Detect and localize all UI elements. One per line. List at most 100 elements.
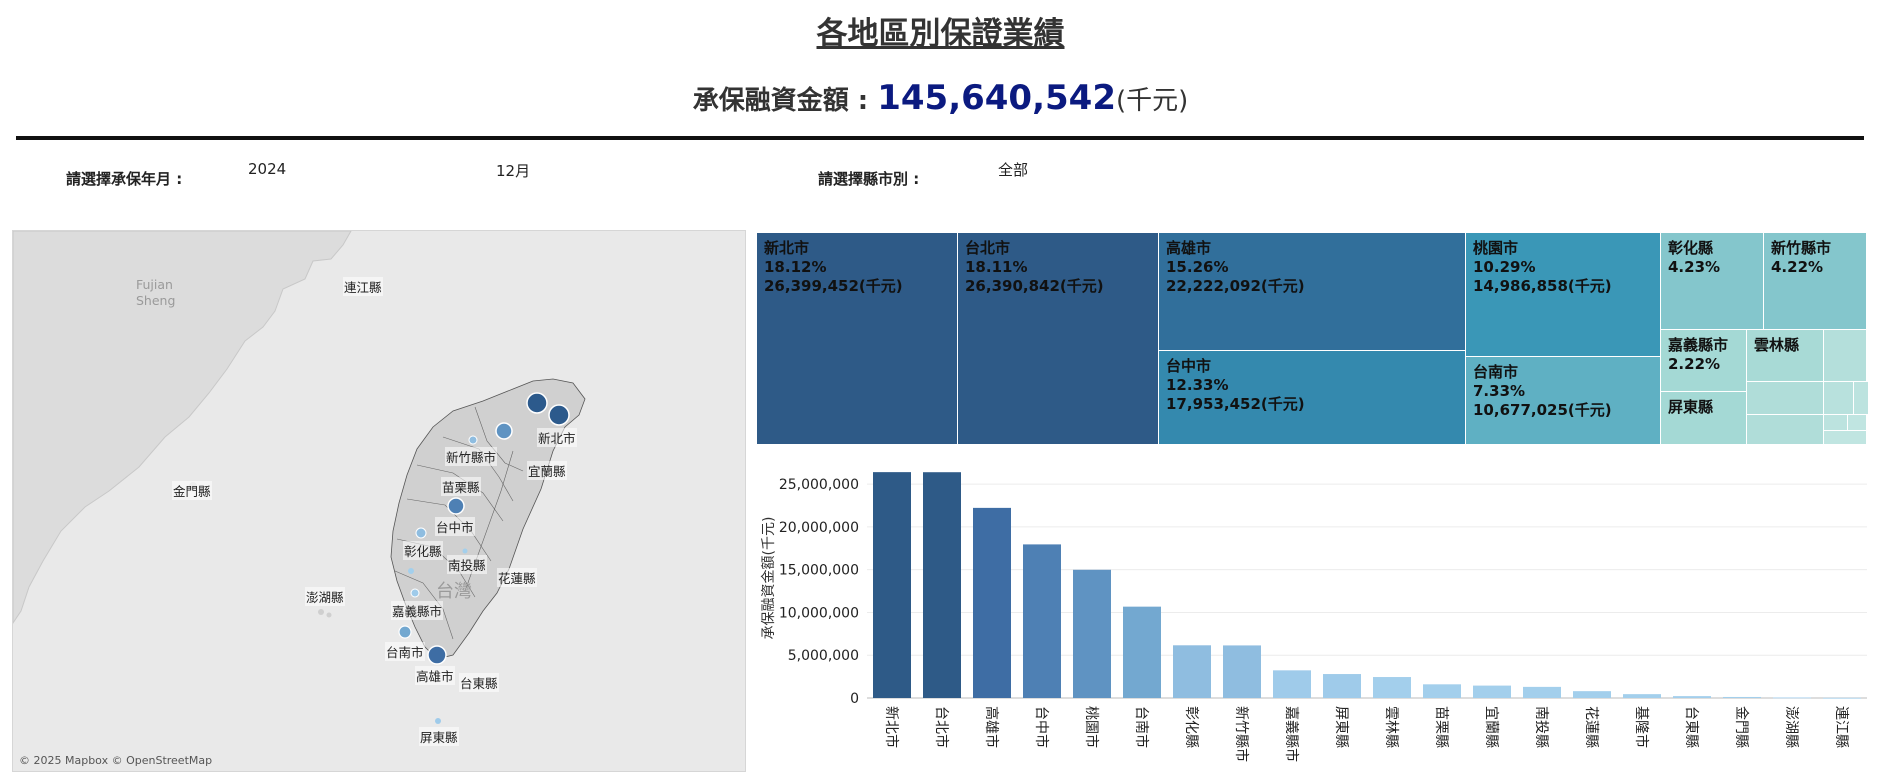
- bubble-taipei[interactable]: [526, 392, 548, 414]
- bubble-yunlin[interactable]: [408, 568, 414, 574]
- bar-16[interactable]: [1623, 694, 1661, 698]
- treemap-cell-tainan[interactable]: 台南市 7.33% 10,677,025(千元): [1466, 357, 1661, 445]
- bubble-kaohsiung[interactable]: [427, 645, 447, 665]
- map-label-kinmen: 金門縣: [172, 481, 212, 500]
- y-tick-label: 5,000,000: [788, 648, 859, 664]
- x-tick-label: 高雄市: [983, 706, 1000, 748]
- bar-20[interactable]: [1823, 697, 1861, 699]
- bar-12[interactable]: [1423, 684, 1461, 698]
- x-tick-label: 新北市: [883, 706, 900, 748]
- bubble-taoyuan[interactable]: [495, 422, 513, 440]
- bar-8[interactable]: [1223, 645, 1261, 698]
- bar-15[interactable]: [1573, 691, 1611, 698]
- bar-14[interactable]: [1523, 686, 1561, 698]
- bar-1[interactable]: [873, 472, 911, 698]
- year-select[interactable]: 2024: [248, 160, 287, 178]
- treemap-amount: 17,953,452(千元): [1166, 395, 1305, 413]
- treemap-cell-changhua[interactable]: 彰化縣 4.23%: [1661, 233, 1764, 330]
- treemap-cell-small[interactable]: [1854, 382, 1869, 415]
- y-tick-label: 0: [850, 691, 859, 707]
- map-bubbles[interactable]: [398, 392, 570, 724]
- bubble-tainan[interactable]: [398, 625, 412, 639]
- treemap-cell-taichung[interactable]: 台中市 12.33% 17,953,452(千元): [1159, 351, 1466, 445]
- treemap-cell-small[interactable]: [1824, 431, 1867, 445]
- treemap-amount: 26,390,842(千元): [965, 277, 1104, 295]
- x-tick-label: 彰化縣: [1183, 706, 1200, 748]
- treemap-cell-small[interactable]: [1747, 382, 1824, 415]
- map-label-nantou: 南投縣: [447, 555, 487, 574]
- x-tick-label: 連江縣: [1833, 706, 1849, 748]
- treemap-cell-small[interactable]: [1824, 382, 1854, 415]
- treemap-cell-pingtung[interactable]: 屏東縣: [1661, 392, 1747, 445]
- treemap-cell-small[interactable]: [1824, 415, 1848, 431]
- bar-11[interactable]: [1373, 677, 1411, 698]
- treemap-pct: 10.29%: [1473, 258, 1536, 276]
- header-divider: [16, 136, 1864, 140]
- treemap-cell-new-taipei[interactable]: 新北市 18.12% 26,399,452(千元): [757, 233, 958, 445]
- month-select[interactable]: 12月: [496, 162, 531, 180]
- bubble-taichung[interactable]: [447, 497, 465, 515]
- map-label-sheng: Sheng: [136, 293, 176, 308]
- treemap-cell-kaohsiung[interactable]: 高雄市 15.26% 22,222,092(千元): [1159, 233, 1466, 351]
- y-tick-label: 25,000,000: [779, 477, 859, 493]
- treemap-cell-hsinchu[interactable]: 新竹縣市 4.22%: [1764, 233, 1867, 330]
- treemap-cell-chiayi[interactable]: 嘉義縣市 2.22%: [1661, 330, 1747, 392]
- bubble-nantou[interactable]: [462, 548, 468, 554]
- county-select[interactable]: 全部: [998, 161, 1029, 179]
- treemap-pct: 12.33%: [1166, 376, 1229, 394]
- map-label-lienchiang: 連江縣: [343, 277, 383, 296]
- bubble-hsinchu[interactable]: [468, 435, 478, 445]
- map-label-taitung: 台東縣: [459, 673, 499, 692]
- y-tick-label: 15,000,000: [779, 563, 859, 579]
- total-unit: (千元): [1115, 86, 1189, 116]
- bar-7[interactable]: [1173, 645, 1211, 698]
- treemap-pct: 15.26%: [1166, 258, 1229, 276]
- treemap-cell-taoyuan[interactable]: 桃園市 10.29% 14,986,858(千元): [1466, 233, 1661, 357]
- bubble-pingtung[interactable]: [435, 718, 441, 724]
- treemap-name: 高雄市: [1166, 239, 1212, 257]
- bar-5[interactable]: [1073, 569, 1111, 698]
- taiwan-map[interactable]: Fujian Sheng 連江縣 金門縣 澎湖縣 新竹縣市 新北市 宜蘭縣 苗栗…: [12, 230, 746, 772]
- bar-10[interactable]: [1323, 674, 1361, 698]
- treemap-name: 新竹縣市: [1771, 239, 1832, 257]
- treemap-pct: 4.22%: [1771, 258, 1824, 276]
- bar-18[interactable]: [1723, 696, 1761, 698]
- treemap-name: 嘉義縣市: [1668, 336, 1729, 354]
- total-amount: 承保融資金額 : 145,640,542(千元): [0, 78, 1881, 118]
- treemap-amount: 26,399,452(千元): [764, 277, 903, 295]
- treemap-amount: 22,222,092(千元): [1166, 277, 1305, 295]
- treemap-pct: 4.23%: [1668, 258, 1721, 276]
- bar-9[interactable]: [1273, 670, 1311, 698]
- x-tick-label: 嘉義縣市: [1283, 706, 1300, 762]
- bar-chart: 承保融資金額(千元) 0 5,000,000 10,000,000 15,000,00…: [761, 472, 1867, 762]
- map-label-kaohsiung: 高雄市: [415, 666, 455, 685]
- bar-2[interactable]: [923, 472, 961, 698]
- treemap-cell-small[interactable]: [1848, 415, 1867, 431]
- bar-3[interactable]: [973, 507, 1011, 698]
- x-tick-label: 基隆市: [1633, 706, 1650, 748]
- total-label: 承保融資金額 :: [692, 86, 878, 116]
- map-label-fujian: Fujian: [136, 277, 173, 292]
- bubble-chiayi[interactable]: [410, 588, 420, 598]
- county-filter-label: 請選擇縣市別 :: [818, 170, 920, 188]
- treemap-cell-yunlin[interactable]: 雲林縣: [1747, 330, 1824, 382]
- treemap-cell-taipei[interactable]: 台北市 18.11% 26,390,842(千元): [958, 233, 1159, 445]
- bar-4[interactable]: [1023, 544, 1061, 698]
- map-label-yilan: 宜蘭縣: [527, 461, 567, 480]
- treemap-cell-small[interactable]: [1824, 330, 1867, 382]
- bar-19[interactable]: [1773, 697, 1811, 699]
- map-label-hualien: 花蓮縣: [497, 568, 537, 587]
- treemap-cell-small[interactable]: [1747, 415, 1824, 445]
- treemap-pct: 2.22%: [1668, 355, 1721, 373]
- total-value: 145,640,542: [877, 78, 1116, 118]
- map-copyright: © 2025 Mapbox © OpenStreetMap: [19, 754, 213, 767]
- bar-13[interactable]: [1473, 685, 1511, 698]
- x-tick-label: 台東縣: [1683, 706, 1699, 748]
- x-tick-label: 雲林縣: [1383, 706, 1399, 748]
- bubble-new-taipei[interactable]: [548, 404, 570, 426]
- map-label-changhua: 彰化縣: [403, 541, 443, 560]
- bubble-changhua[interactable]: [415, 527, 427, 539]
- bar-6[interactable]: [1123, 606, 1161, 698]
- treemap: 新北市 18.12% 26,399,452(千元) 台北市 18.11% 26,…: [757, 233, 1869, 445]
- bar-17[interactable]: [1673, 696, 1711, 698]
